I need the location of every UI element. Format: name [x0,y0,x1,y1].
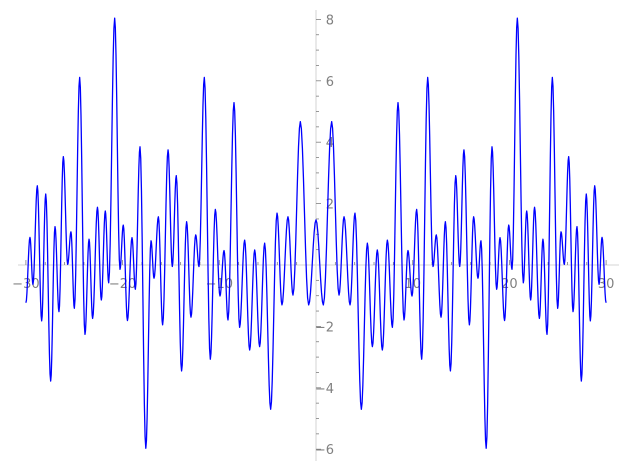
y-tick-label: −4 [315,382,334,397]
x-tick-label: −20 [109,277,136,292]
y-tick-label: −2 [315,320,334,335]
x-tick-label: 30 [598,277,615,292]
x-tick-label: 20 [501,277,518,292]
y-tick-label: 8 [326,13,334,28]
series-line [25,17,607,449]
axes [18,10,619,461]
x-tick-label: −30 [12,277,39,292]
y-tick-label: 2 [326,198,334,213]
y-tick-label: −6 [315,443,334,458]
y-tick-label: 6 [326,75,334,90]
